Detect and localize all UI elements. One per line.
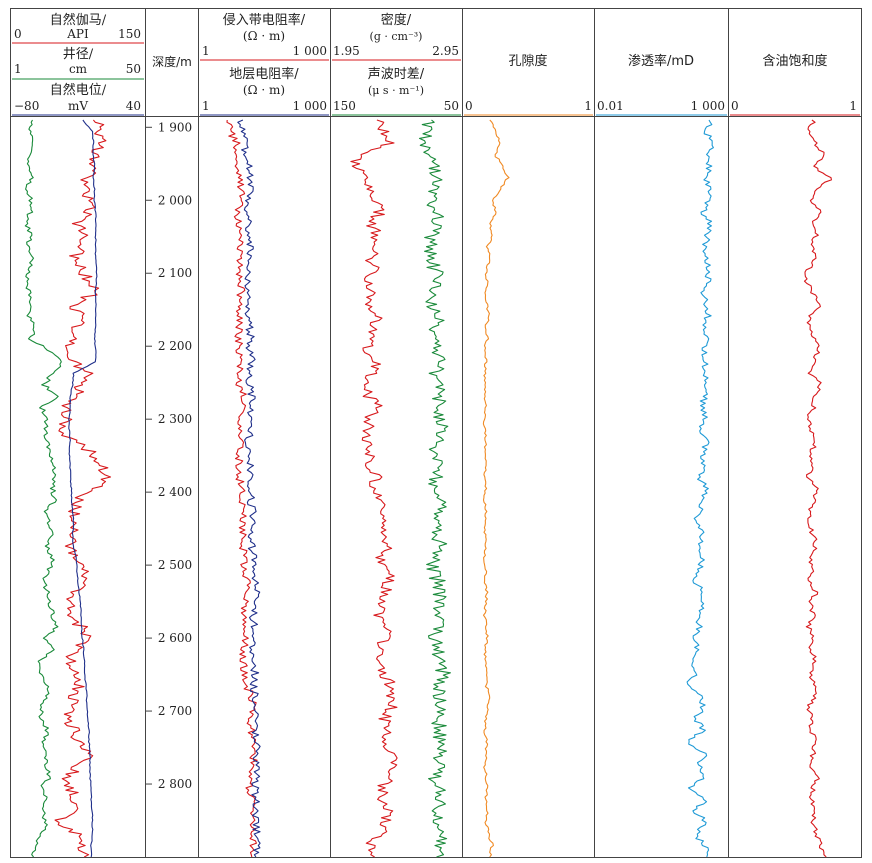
track1-header: 自然伽马/ 0 API 150 井径/ 1 cm 50 自然电位/ −80 mV… bbox=[12, 12, 144, 116]
sonic-min: 150 bbox=[333, 99, 356, 113]
formation-resistivity-max: 1 000 bbox=[293, 99, 327, 113]
oil-saturation-curve bbox=[803, 119, 832, 858]
gamma-ray-label: 自然伽马/ bbox=[50, 12, 107, 28]
formation-resistivity-curve bbox=[237, 119, 261, 858]
track3-header: 密度/ (g · cm⁻³) 1.95 2.95 声波时差/ (μ s · m⁻… bbox=[332, 12, 461, 116]
sp-unit: mV bbox=[68, 99, 88, 113]
depth-tick-label: 2 100 bbox=[158, 266, 192, 280]
depth-tick-label: 2 500 bbox=[158, 558, 192, 572]
invaded-resistivity-max: 1 000 bbox=[293, 44, 327, 58]
caliper-label: 井径/ bbox=[63, 47, 94, 62]
caliper-curve bbox=[24, 119, 62, 858]
density-label: 密度/ bbox=[381, 12, 412, 28]
depth-ticks: 1 900 2 000 2 100 2 200 2 300 2 400 2 500 2 600… bbox=[146, 120, 192, 791]
depth-axis-label: 深度/m bbox=[152, 54, 192, 69]
sonic-curve bbox=[418, 119, 451, 858]
oil-saturation-min: 0 bbox=[731, 99, 739, 113]
depth-tick-label: 1 900 bbox=[158, 120, 192, 134]
invaded-resistivity-curve bbox=[226, 119, 258, 858]
sonic-label: 声波时差/ bbox=[368, 67, 425, 82]
track-frame bbox=[10, 8, 862, 858]
porosity-label: 孔隙度 bbox=[508, 53, 547, 69]
depth-tick-label: 2 200 bbox=[158, 339, 192, 353]
track6-header: 含油饱和度 0 1 bbox=[730, 53, 860, 116]
porosity-curve bbox=[482, 119, 510, 858]
depth-tick-label: 2 700 bbox=[158, 704, 192, 718]
density-min: 1.95 bbox=[333, 44, 360, 58]
depth-tick-label: 2 400 bbox=[158, 485, 192, 499]
depth-tick-label: 2 800 bbox=[158, 777, 192, 791]
oil-saturation-max: 1 bbox=[849, 99, 857, 113]
depth-tick-label: 2 000 bbox=[158, 193, 192, 207]
gamma-ray-min: 0 bbox=[14, 27, 22, 41]
track4-header: 孔隙度 0 1 bbox=[464, 53, 593, 116]
gamma-ray-max: 150 bbox=[118, 27, 141, 41]
gamma-ray-curve bbox=[54, 119, 112, 858]
density-unit: (g · cm⁻³) bbox=[370, 30, 423, 43]
track5-header: 渗透率/mD 0.01 1 000 bbox=[596, 53, 727, 116]
depth-tick-label: 2 600 bbox=[158, 631, 192, 645]
porosity-min: 0 bbox=[465, 99, 473, 113]
density-curve bbox=[350, 119, 398, 858]
sonic-unit: (μ s · m⁻¹) bbox=[368, 84, 424, 97]
permeability-min: 0.01 bbox=[597, 99, 624, 113]
invaded-resistivity-min: 1 bbox=[202, 44, 210, 58]
formation-resistivity-label: 地层电阻率/ bbox=[229, 66, 299, 82]
invaded-resistivity-unit: (Ω · m) bbox=[243, 29, 285, 43]
sp-label: 自然电位/ bbox=[50, 82, 107, 98]
caliper-max: 50 bbox=[126, 62, 141, 76]
permeability-curve bbox=[686, 119, 714, 858]
porosity-max: 1 bbox=[584, 99, 592, 113]
depth-tick-label: 2 300 bbox=[158, 412, 192, 426]
formation-resistivity-min: 1 bbox=[202, 99, 210, 113]
sp-curve bbox=[68, 119, 98, 858]
permeability-max: 1 000 bbox=[691, 99, 725, 113]
track2-header: 侵入带电阻率/ (Ω · m) 1 1 000 地层电阻率/ (Ω · m) 1… bbox=[200, 12, 329, 116]
gamma-ray-unit: API bbox=[66, 27, 89, 41]
permeability-label: 渗透率/mD bbox=[628, 53, 694, 69]
oil-saturation-label: 含油饱和度 bbox=[762, 53, 827, 69]
density-max: 2.95 bbox=[432, 44, 459, 58]
formation-resistivity-unit: (Ω · m) bbox=[243, 83, 285, 97]
invaded-resistivity-label: 侵入带电阻率/ bbox=[223, 12, 306, 28]
caliper-unit: cm bbox=[69, 62, 88, 76]
sp-max: 40 bbox=[126, 99, 141, 113]
sp-min: −80 bbox=[14, 99, 39, 113]
caliper-min: 1 bbox=[14, 62, 22, 76]
log-curves bbox=[24, 119, 832, 858]
sonic-max: 50 bbox=[444, 99, 459, 113]
